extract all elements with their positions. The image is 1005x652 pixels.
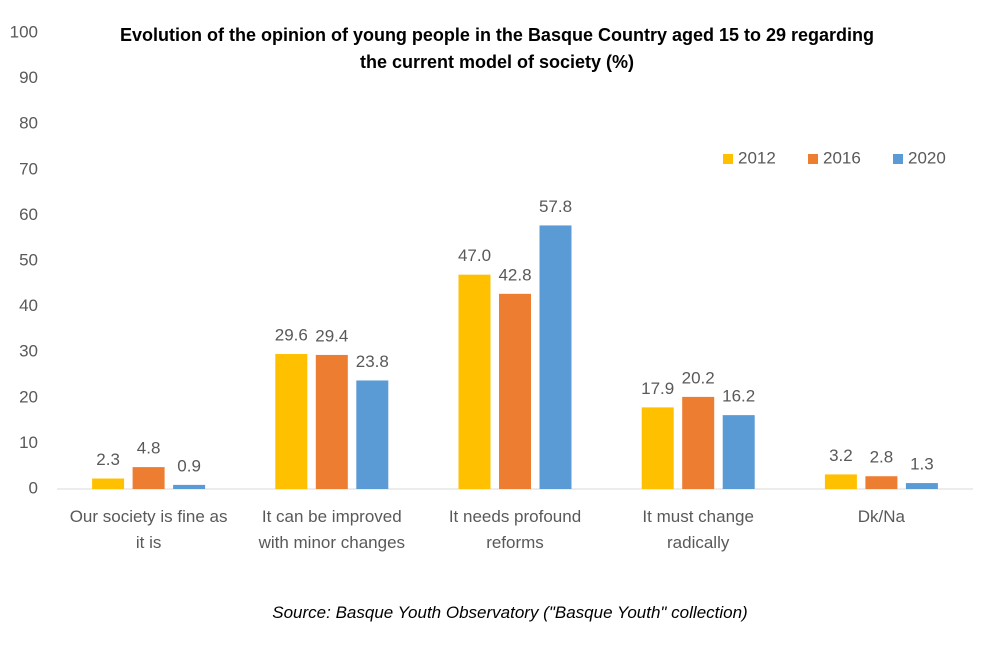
- bar: [92, 478, 125, 489]
- y-tick-label: 40: [19, 296, 38, 315]
- y-tick-label: 10: [19, 433, 38, 452]
- legend-swatch: [723, 154, 733, 164]
- value-label: 4.8: [137, 439, 161, 458]
- value-label: 42.8: [498, 265, 531, 284]
- bar: [682, 396, 715, 489]
- bar: [356, 380, 389, 489]
- value-label: 2.8: [870, 448, 894, 467]
- y-tick-label: 100: [10, 22, 38, 41]
- legend-label: 2016: [823, 148, 861, 167]
- bar: [865, 476, 898, 489]
- x-tick-label: Our society is fine as it is: [69, 507, 228, 552]
- x-tick-label: It needs profound reforms: [448, 507, 582, 552]
- bar: [275, 354, 308, 489]
- bar: [173, 484, 206, 489]
- y-tick-label: 60: [19, 205, 38, 224]
- value-label: 23.8: [356, 352, 389, 371]
- chart-title: Evolution of the opinion of young people…: [119, 25, 875, 72]
- legend-label: 2020: [908, 148, 946, 167]
- value-label: 47.0: [458, 246, 491, 265]
- y-tick-label: 80: [19, 114, 38, 133]
- value-label: 0.9: [177, 456, 201, 475]
- legend-swatch: [893, 154, 903, 164]
- value-label: 17.9: [641, 379, 674, 398]
- value-label: 16.2: [722, 387, 755, 406]
- y-tick-label: 0: [29, 478, 38, 497]
- source-note: Source: Basque Youth Observatory ("Basqu…: [272, 603, 748, 622]
- legend-label: 2012: [738, 148, 776, 167]
- value-label: 20.2: [682, 368, 715, 387]
- bar: [132, 467, 165, 489]
- value-label: 3.2: [829, 446, 853, 465]
- x-tick-label: Dk/Na: [857, 507, 905, 526]
- x-tick-label: It must change radically: [642, 507, 754, 552]
- value-label: 2.3: [96, 450, 120, 469]
- value-label: 29.6: [275, 326, 308, 345]
- legend-swatch: [808, 154, 818, 164]
- y-tick-label: 20: [19, 387, 38, 406]
- bar: [458, 274, 491, 489]
- y-tick-label: 70: [19, 159, 38, 178]
- value-label: 1.3: [910, 455, 934, 474]
- y-tick-label: 50: [19, 250, 38, 269]
- bar: [905, 483, 938, 489]
- bar: [641, 407, 674, 489]
- bar: [499, 293, 531, 489]
- bar: [315, 354, 348, 489]
- bar: [539, 225, 572, 489]
- x-tick-label: It can be improved with minor changes: [258, 507, 406, 552]
- value-label: 57.8: [539, 197, 572, 216]
- value-label: 29.4: [315, 326, 348, 345]
- y-tick-label: 30: [19, 342, 38, 361]
- bar: [722, 415, 755, 489]
- bar: [824, 474, 857, 489]
- y-tick-label: 90: [19, 68, 38, 87]
